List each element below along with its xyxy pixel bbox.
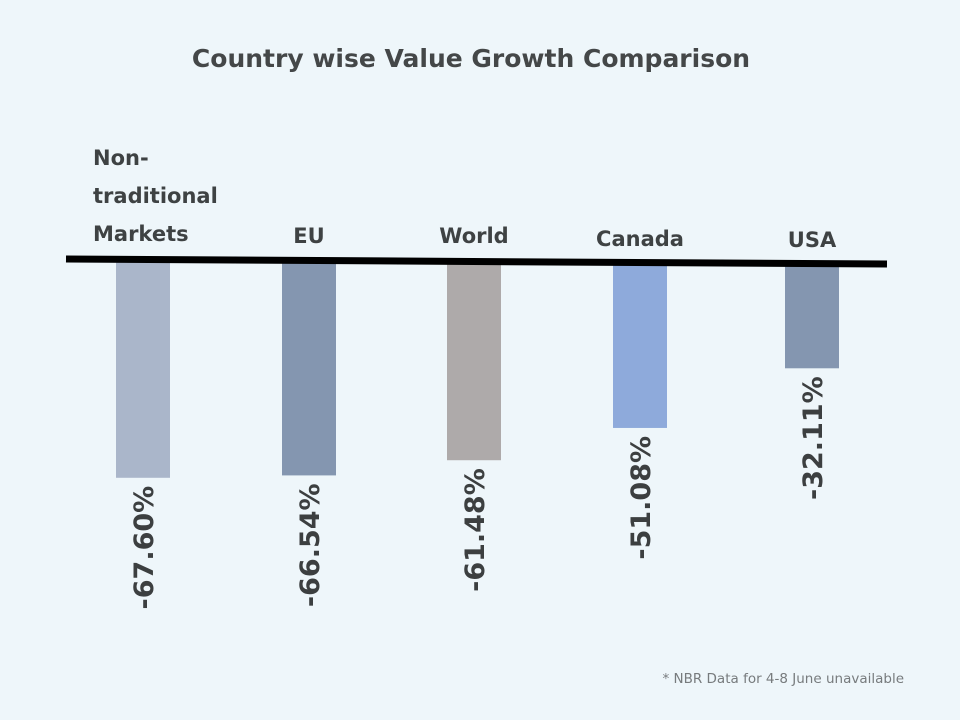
data-label-non-traditional-markets: -67.60% [129, 486, 160, 610]
category-labels: Non-traditional Markets EU World Canada USA [93, 146, 837, 252]
category-label-usa: USA [788, 228, 837, 252]
footnote: * NBR Data for 4-8 June unavailable [662, 671, 904, 687]
data-label-eu: -66.54% [295, 483, 326, 607]
zero-baseline [65, 255, 888, 268]
data-labels: -67.60% -66.54% -61.48% -51.08% -32.11% [129, 376, 829, 609]
bar-non-traditional-markets [116, 261, 170, 478]
bar-usa [785, 265, 839, 369]
category-label-non-traditional-markets: Non-traditional Markets [93, 146, 218, 246]
bar-eu [282, 262, 336, 476]
bar-world [447, 263, 501, 461]
data-label-usa: -32.11% [798, 376, 829, 500]
data-label-world: -61.48% [460, 468, 491, 592]
bar-canada [613, 264, 667, 428]
category-label-eu: EU [293, 224, 324, 248]
category-label-canada: Canada [596, 227, 684, 251]
category-label-world: World [439, 224, 508, 248]
chart-title: Country wise Value Growth Comparison [192, 44, 750, 73]
bars-group [116, 261, 839, 478]
data-label-canada: -51.08% [626, 436, 657, 560]
